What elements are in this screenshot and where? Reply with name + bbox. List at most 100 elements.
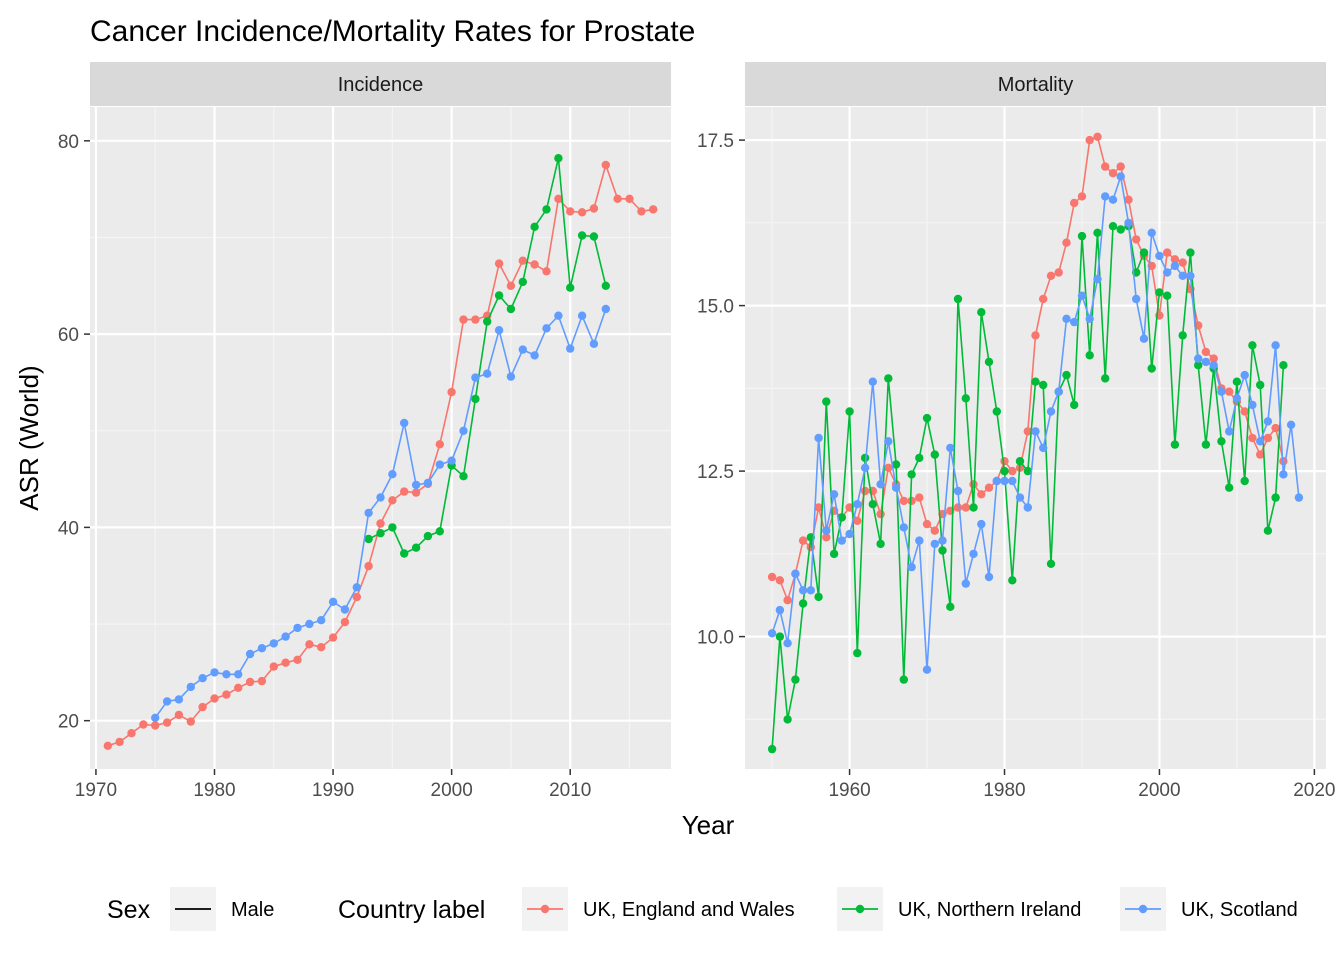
data-point: [891, 483, 901, 492]
data-point: [566, 283, 575, 292]
data-point: [829, 549, 839, 559]
data-point: [1077, 231, 1087, 241]
data-point: [984, 572, 994, 582]
data-point: [853, 648, 862, 658]
data-point: [969, 503, 978, 512]
data-point: [388, 496, 397, 505]
data-point: [1023, 503, 1032, 512]
facet-strip-label: Incidence: [338, 74, 424, 96]
data-point: [775, 576, 785, 585]
data-point: [775, 632, 785, 641]
data-point: [837, 536, 846, 545]
data-point: [317, 616, 326, 625]
data-point: [1170, 255, 1180, 264]
data-point: [1008, 466, 1017, 476]
data-point: [822, 526, 831, 535]
data-point: [1286, 420, 1296, 429]
data-point: [953, 294, 963, 304]
minor-grid: [90, 107, 671, 769]
data-point: [1093, 274, 1102, 284]
data-point: [1054, 387, 1063, 396]
data-point: [1000, 476, 1009, 486]
data-point: [868, 377, 877, 386]
data-point: [1209, 354, 1218, 363]
data-point: [174, 710, 184, 720]
facet-strip: [745, 62, 1326, 106]
data-point: [198, 674, 207, 683]
data-point: [798, 586, 808, 595]
data-point: [198, 702, 207, 712]
panels: Incidence 1970 1980 1990 2000 2010 20 40 60 80 Mor…: [58, 62, 1336, 801]
data-point: [376, 529, 385, 538]
data-point: [1155, 288, 1164, 297]
data-point: [269, 639, 278, 648]
data-point: [1294, 493, 1304, 502]
data-point: [1000, 457, 1009, 466]
data-point: [977, 490, 986, 499]
data-point: [822, 533, 831, 542]
data-point: [1163, 248, 1172, 257]
data-point: [1194, 361, 1203, 370]
series-uk-england-and-wales: [103, 160, 658, 750]
data-point: [1163, 291, 1172, 300]
data-point: [837, 513, 846, 522]
y-tick-label: 20: [58, 712, 79, 733]
data-point: [845, 529, 854, 539]
data-point: [1046, 407, 1056, 416]
data-point: [1232, 377, 1242, 386]
data-point: [566, 207, 575, 216]
data-point: [1085, 351, 1094, 360]
data-point: [891, 460, 901, 469]
data-point: [899, 675, 908, 684]
data-point: [222, 670, 231, 679]
data-point: [767, 629, 777, 638]
data-point: [1039, 443, 1048, 453]
data-point: [423, 478, 433, 488]
data-point: [1256, 380, 1265, 390]
data-point: [806, 586, 815, 595]
x-tick-label: 2000: [431, 780, 473, 801]
data-point: [376, 519, 385, 528]
data-point: [1170, 440, 1180, 449]
data-point: [953, 503, 963, 512]
data-point: [1031, 377, 1040, 386]
data-point: [1194, 354, 1203, 363]
data-point: [162, 697, 172, 706]
data-point: [1147, 228, 1156, 237]
data-point: [930, 539, 939, 549]
data-point: [1062, 314, 1071, 323]
data-point: [791, 569, 800, 578]
data-point: [783, 639, 792, 648]
major-grid: [745, 107, 1326, 769]
data-point: [1271, 493, 1280, 502]
data-point: [518, 345, 527, 354]
x-tick-label: 1980: [193, 780, 235, 801]
facet-strip: [90, 62, 671, 106]
data-point: [388, 523, 397, 532]
data-point: [1085, 314, 1094, 323]
data-point: [601, 160, 610, 170]
data-point: [613, 194, 622, 203]
legend: Sex Male Country label UK, England and Wale…: [107, 887, 1298, 931]
data-point: [899, 496, 908, 506]
data-point: [1240, 476, 1249, 486]
data-point: [814, 433, 823, 443]
data-point: [1201, 357, 1211, 367]
data-point: [1070, 317, 1079, 327]
series-uk-scotland: [151, 304, 610, 722]
data-point: [1256, 437, 1265, 446]
data-point: [1062, 370, 1071, 380]
series-uk-scotland: [767, 172, 1304, 674]
data-point: [907, 562, 916, 572]
data-point: [1271, 341, 1280, 350]
x-tick-label: 1960: [828, 780, 870, 801]
data-point: [530, 222, 539, 231]
data-point: [1225, 427, 1234, 436]
data-point: [388, 470, 397, 479]
data-point: [845, 407, 854, 416]
x-tick-label: 1980: [983, 780, 1025, 801]
data-point: [845, 503, 854, 512]
data-point: [1093, 132, 1102, 141]
data-point: [1132, 235, 1141, 244]
data-point: [542, 205, 551, 214]
